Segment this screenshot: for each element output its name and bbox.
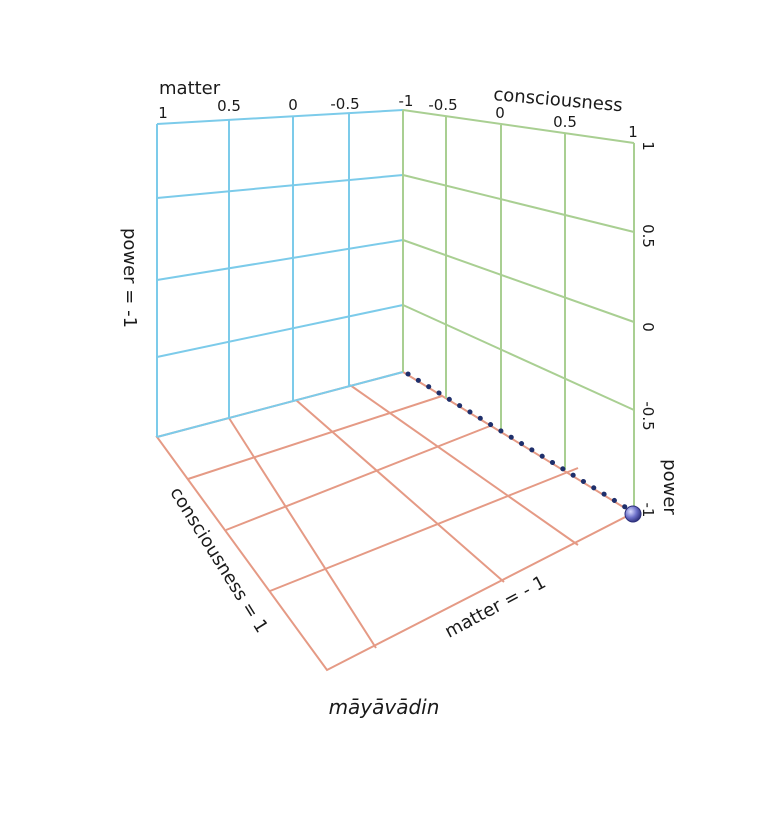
power-tick-minus-1: -1 <box>639 503 657 518</box>
right-wall-tick-minus-0.5: -0.5 <box>428 96 457 114</box>
caption: māyāvādin <box>329 695 440 719</box>
right-wall-tick-0: 0 <box>495 104 505 122</box>
power-tick-1: 1 <box>639 141 657 151</box>
back-wall-tick-1: 1 <box>158 104 168 122</box>
back-wall-grid <box>156 109 404 438</box>
power-tick-minus-0.5: -0.5 <box>639 401 657 430</box>
floor-left-label: consciousness = 1 <box>165 483 272 636</box>
right-wall-grid <box>402 109 635 513</box>
back-wall-tick-0: 0 <box>288 96 298 114</box>
back-wall-tick-minus-1: -1 <box>399 92 414 110</box>
right-wall-tick-0.5: 0.5 <box>553 113 577 131</box>
dotted-trajectory <box>405 371 633 513</box>
right-wall-axis-title: consciousness <box>493 84 624 116</box>
back-wall-side-label: power = -1 <box>119 228 140 328</box>
back-wall-axis-title: matter <box>159 78 221 99</box>
right-wall-tick-1: 1 <box>628 123 638 141</box>
back-wall-tick-0.5: 0.5 <box>217 97 241 115</box>
floor-front-label: matter = - 1 <box>441 572 549 643</box>
back-wall-tick-minus-0.5: -0.5 <box>330 95 359 113</box>
power-tick-0.5: 0.5 <box>639 224 657 248</box>
position-marker <box>624 505 642 523</box>
power-tick-0: 0 <box>639 322 657 332</box>
power-axis-title: power <box>659 459 680 515</box>
